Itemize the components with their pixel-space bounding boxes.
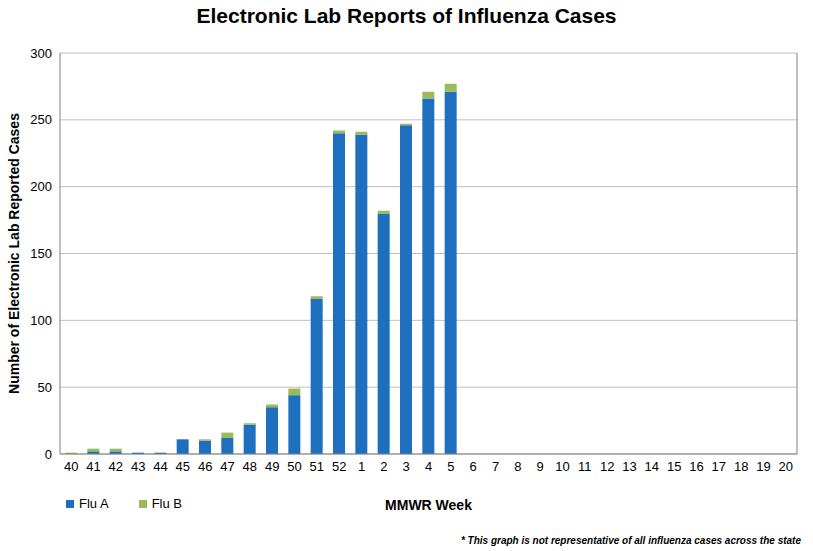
- html-text:Flu A: Flu A: [79, 496, 109, 511]
- svg-text:MMWR Week: MMWR Week: [385, 497, 472, 513]
- svg-text:41: 41: [86, 459, 100, 474]
- svg-text:3: 3: [403, 459, 410, 474]
- svg-text:12: 12: [600, 459, 614, 474]
- svg-text:300: 300: [30, 46, 52, 61]
- svg-text:51: 51: [310, 459, 324, 474]
- svg-text:1: 1: [358, 459, 365, 474]
- svg-text:9: 9: [537, 459, 544, 474]
- svg-text:43: 43: [131, 459, 145, 474]
- svg-text:44: 44: [153, 459, 167, 474]
- svg-text:42: 42: [109, 459, 123, 474]
- svg-text:15: 15: [667, 459, 681, 474]
- svg-text:19: 19: [756, 459, 770, 474]
- svg-text:250: 250: [30, 112, 52, 127]
- svg-text:150: 150: [30, 246, 52, 261]
- svg-text:50: 50: [38, 380, 52, 395]
- svg-text:48: 48: [243, 459, 257, 474]
- html-text:Flu B: Flu B: [151, 496, 182, 511]
- svg-text:2: 2: [380, 459, 387, 474]
- svg-text:200: 200: [30, 179, 52, 194]
- svg-text:Number of Electronic Lab Repor: Number of Electronic Lab Reported Cases: [8, 113, 22, 394]
- svg-text:6: 6: [470, 459, 477, 474]
- svg-text:14: 14: [645, 459, 659, 474]
- svg-text:5: 5: [447, 459, 454, 474]
- svg-text:49: 49: [265, 459, 279, 474]
- svg-text:47: 47: [220, 459, 234, 474]
- svg-text:20: 20: [779, 459, 793, 474]
- svg-text:45: 45: [176, 459, 190, 474]
- svg-text:7: 7: [492, 459, 499, 474]
- svg-text:100: 100: [30, 313, 52, 328]
- svg-text:13: 13: [622, 459, 636, 474]
- svg-text:50: 50: [287, 459, 301, 474]
- svg-text:17: 17: [712, 459, 726, 474]
- html-text:* This graph is not representa: * This graph is not representative of al…: [460, 535, 801, 546]
- html-text:Electronic Lab Reports of Infl: Electronic Lab Reports of Influenza Case…: [196, 4, 617, 27]
- svg-text:8: 8: [514, 459, 521, 474]
- svg-text:11: 11: [578, 459, 592, 474]
- svg-text:46: 46: [198, 459, 212, 474]
- svg-text:0: 0: [45, 447, 52, 462]
- svg-text:52: 52: [332, 459, 346, 474]
- svg-text:40: 40: [64, 459, 78, 474]
- svg-text:10: 10: [555, 459, 569, 474]
- svg-text:4: 4: [425, 459, 432, 474]
- svg-text:18: 18: [734, 459, 748, 474]
- svg-text:16: 16: [689, 459, 703, 474]
